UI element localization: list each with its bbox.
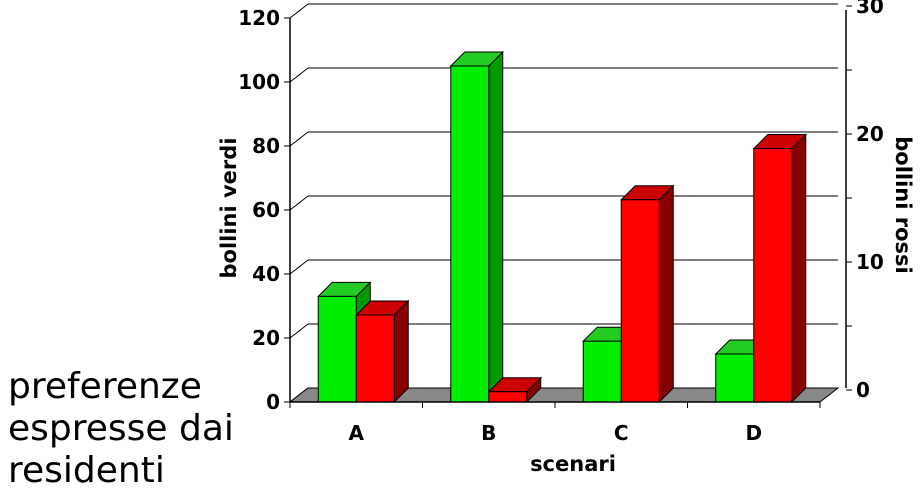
- y-axis-title: bollini verdi: [217, 137, 241, 278]
- bar-B-series-1: [449, 50, 504, 404]
- bar-A-series-2: [355, 299, 410, 404]
- caption-line-1: preferenze: [8, 366, 202, 407]
- y-tick-label: 60: [252, 198, 280, 222]
- chart-bars: [317, 50, 807, 404]
- gridline-depth: [289, 259, 309, 275]
- caption-line-2: espresse dai: [8, 408, 234, 449]
- bar-side: [393, 299, 409, 404]
- x-tick-label: D: [745, 421, 762, 445]
- bar-front: [355, 314, 395, 403]
- bar-front: [715, 353, 755, 403]
- y2-tick-label: 10: [856, 250, 884, 274]
- gridline-depth: [289, 131, 309, 147]
- y-tick-label: 120: [238, 6, 280, 30]
- chart-labels: A B C D 0 20 40 60 80 100 120 0 10 20 30: [238, 0, 884, 445]
- y-tick-label: 20: [252, 326, 280, 350]
- gridline-depth: [289, 323, 309, 339]
- x-tick-label: C: [614, 421, 629, 445]
- y2-tick-label: 20: [856, 122, 884, 146]
- bar-C-series-2: [620, 184, 675, 404]
- gridline-depth: [289, 3, 309, 19]
- bar-front: [450, 65, 490, 403]
- y-tick-label: 100: [238, 70, 280, 94]
- gridline-depth: [289, 195, 309, 211]
- bar-front: [620, 199, 660, 403]
- bar-D-series-2: [752, 133, 807, 404]
- y-tick-label: 80: [252, 134, 280, 158]
- x-tick-label: B: [481, 421, 496, 445]
- caption-line-3: residenti: [8, 450, 165, 491]
- y-tick-label: 40: [252, 262, 280, 286]
- bar-front: [317, 295, 357, 403]
- y-tick-label: 0: [266, 390, 280, 414]
- x-tick-label: A: [349, 421, 365, 445]
- bar-B-series-2: [487, 376, 542, 404]
- x-axis-title: scenari: [530, 452, 616, 476]
- bar-side: [791, 133, 807, 404]
- caption: preferenze espresse dai residenti: [8, 366, 234, 492]
- bar-front: [753, 148, 793, 403]
- bar-side: [488, 50, 504, 404]
- gridline-depth: [289, 67, 309, 83]
- chart-axes: [284, 5, 852, 408]
- bar-side: [658, 184, 674, 404]
- bar-front: [488, 391, 528, 403]
- y2-tick-label: 0: [856, 378, 870, 402]
- y2-axis-title: bollini rossi: [891, 136, 915, 274]
- bar-front: [582, 340, 622, 403]
- y2-tick-label: 30: [856, 0, 884, 18]
